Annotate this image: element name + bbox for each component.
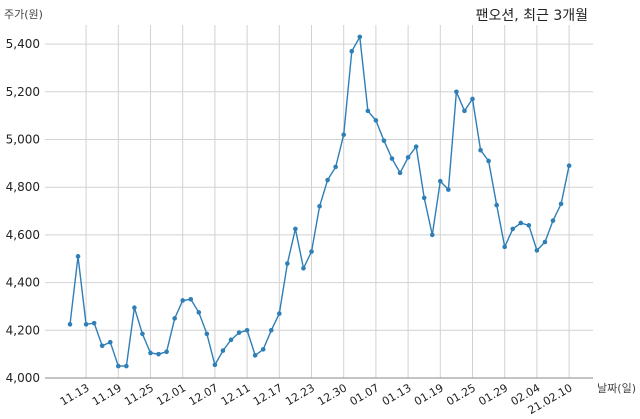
data-point [75,254,81,259]
data-point [228,337,234,343]
x-tick-label: 01.13 [380,381,414,408]
data-point [124,363,129,369]
x-tick-label: 12.23 [283,381,317,408]
data-point [107,339,113,345]
y-tick-label: 4,800 [6,180,40,194]
data-point [558,201,564,207]
data-point [204,331,210,337]
data-point [317,203,322,209]
x-tick-label: 12.01 [154,381,188,408]
data-point [550,218,556,223]
data-point [349,48,355,54]
data-point [446,187,451,192]
y-axis-label: 주가(원) [4,8,43,21]
price-series-line [69,34,570,367]
y-tick-label: 5,000 [6,132,40,146]
data-point [212,362,218,368]
y-tick-labels: 4,000 4,200 4,400 4,600 4,800 5,000 5,200 5,400 [6,37,40,385]
data-point [301,265,306,271]
data-point [293,226,298,232]
grid-lines [45,25,593,379]
x-tick-label: 12.07 [187,381,221,408]
data-point [132,305,137,310]
y-tick-label: 4,600 [6,228,40,242]
data-point [526,223,532,228]
y-tick-label: 4,200 [6,323,40,337]
data-point [91,320,97,326]
data-point [285,261,290,266]
data-point [196,310,202,315]
data-point [148,350,153,356]
data-point [518,220,524,226]
data-point [164,349,169,355]
x-tick-label: 11.13 [58,381,92,408]
data-point [542,239,548,245]
data-point [325,177,330,183]
data-point [180,298,185,303]
data-point [357,34,363,40]
data-point [236,330,242,335]
data-point [405,155,411,160]
data-point [429,232,435,238]
data-point [83,322,89,327]
data-point [277,311,282,316]
data-point [220,348,226,353]
x-tick-label: 11.19 [90,381,124,408]
data-point [502,244,508,250]
data-point [365,108,371,114]
x-tick-label: 12.17 [251,381,285,408]
data-point [478,147,483,153]
x-axis-label: 날짜(일) [597,382,636,395]
chart-title: 팬오션, 최근 3개월 [475,8,588,24]
data-point [252,353,258,358]
data-point [260,347,266,352]
data-point [156,351,161,357]
data-point [510,226,516,232]
data-point [309,249,314,254]
data-point [373,118,379,123]
data-point [462,108,467,114]
y-tick-label: 4,400 [6,276,40,290]
data-point [566,163,572,169]
x-tick-label: 12.11 [219,381,253,408]
data-point [67,322,73,327]
data-point [486,158,491,164]
data-point [116,363,121,369]
data-point [381,138,387,143]
data-point [389,156,395,161]
x-tick-label: 11.25 [122,381,156,408]
data-point [397,170,403,176]
data-point [454,89,459,95]
data-point [99,343,105,349]
data-point [333,164,338,170]
x-tick-label: 12.30 [315,381,349,408]
y-tick-label: 5,400 [6,37,40,51]
y-tick-label: 4,000 [6,371,40,385]
data-point [470,96,475,102]
x-tick-labels: 11.1311.1911.2512.0112.0712.1112.1712.23… [58,381,575,417]
data-point [172,316,177,321]
data-point [268,327,274,333]
data-point [494,202,499,208]
x-tick-label: 01.25 [444,381,478,408]
data-point [421,195,427,201]
price-points [67,34,572,369]
y-tick-label: 5,200 [6,85,40,99]
data-point [341,132,347,138]
data-point [140,331,145,337]
data-point [438,178,443,184]
data-point [244,327,250,333]
data-point [534,248,540,253]
x-tick-label: 01.07 [348,381,382,408]
data-point [188,296,194,302]
data-point [413,144,419,149]
x-tick-label: 01.19 [412,381,446,408]
x-tick-label: 01.29 [476,381,510,408]
